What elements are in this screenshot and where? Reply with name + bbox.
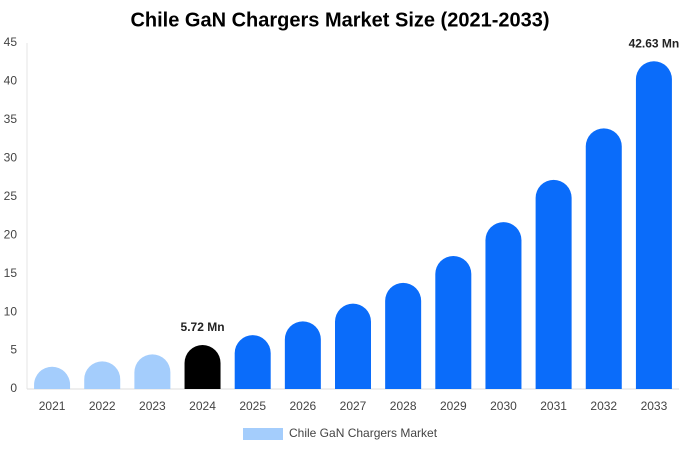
data-label: 5.72 Mn	[181, 320, 225, 334]
bar	[234, 335, 271, 389]
y-tick-label: 35	[4, 112, 18, 126]
y-tick-label: 10	[4, 304, 18, 318]
x-tick-label: 2028	[390, 399, 417, 413]
chart-title: Chile GaN Chargers Market Size (2021-203…	[130, 9, 549, 31]
legend-swatch	[243, 428, 283, 440]
bar	[485, 222, 522, 389]
x-tick-label: 2031	[540, 399, 567, 413]
y-tick-label: 0	[10, 381, 17, 395]
bar	[335, 303, 371, 389]
y-tick-label: 15	[4, 266, 18, 280]
y-tick-label: 25	[4, 189, 18, 203]
x-tick-label: 2032	[590, 399, 617, 413]
bar	[134, 354, 171, 389]
y-tick-label: 30	[4, 151, 18, 165]
bar	[84, 361, 121, 389]
bar	[635, 61, 672, 390]
bar	[535, 179, 572, 389]
bar	[385, 282, 422, 389]
bar	[585, 128, 622, 389]
legend-label: Chile GaN Chargers Market	[289, 426, 438, 440]
data-label: 42.63 Mn	[629, 36, 680, 50]
x-tick-label: 2025	[239, 399, 266, 413]
bar	[34, 366, 71, 389]
x-tick-label: 2024	[189, 399, 216, 413]
y-tick-label: 45	[4, 35, 18, 49]
bar	[435, 255, 472, 389]
x-tick-label: 2033	[641, 399, 668, 413]
x-tick-label: 2030	[490, 399, 517, 413]
y-tick-label: 20	[4, 227, 18, 241]
bar	[284, 321, 321, 389]
x-tick-label: 2027	[340, 399, 367, 413]
x-tick-label: 2021	[39, 399, 66, 413]
x-tick-label: 2029	[440, 399, 467, 413]
x-tick-label: 2022	[89, 399, 116, 413]
bar	[184, 345, 221, 389]
x-tick-label: 2026	[289, 399, 316, 413]
x-tick-label: 2023	[139, 399, 166, 413]
y-tick-label: 5	[10, 343, 17, 357]
y-tick-label: 40	[4, 74, 18, 88]
